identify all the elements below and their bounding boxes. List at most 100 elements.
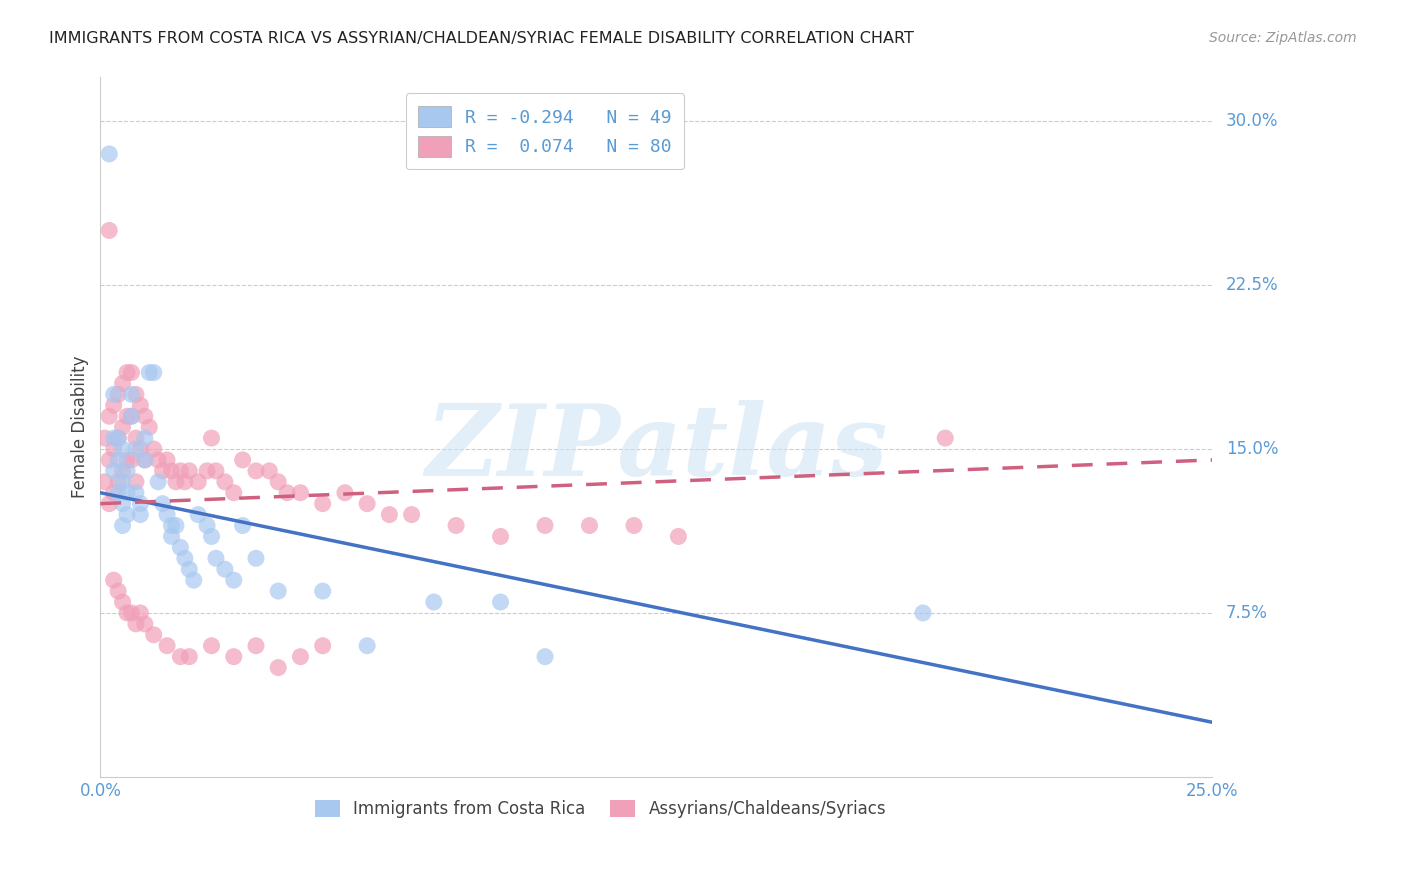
Point	[121, 409, 143, 424]
Point	[125, 616, 148, 631]
Point	[489, 529, 512, 543]
Point	[107, 475, 129, 489]
Point	[142, 628, 165, 642]
Point	[200, 529, 222, 543]
Point	[111, 420, 134, 434]
Point	[125, 485, 148, 500]
Point	[115, 485, 138, 500]
Point	[142, 442, 165, 456]
Point	[107, 387, 129, 401]
Point	[156, 508, 179, 522]
Point	[267, 660, 290, 674]
Point	[121, 409, 143, 424]
Point	[107, 453, 129, 467]
Point	[94, 475, 117, 489]
Text: IMMIGRANTS FROM COSTA RICA VS ASSYRIAN/CHALDEAN/SYRIAC FEMALE DISABILITY CORRELA: IMMIGRANTS FROM COSTA RICA VS ASSYRIAN/C…	[49, 31, 914, 46]
Point	[267, 584, 290, 599]
Point	[423, 595, 446, 609]
Point	[156, 453, 179, 467]
Y-axis label: Female Disability: Female Disability	[72, 356, 89, 499]
Point	[115, 409, 138, 424]
Point	[169, 464, 191, 478]
Point	[142, 366, 165, 380]
Point	[111, 595, 134, 609]
Text: 30.0%: 30.0%	[1226, 112, 1278, 130]
Point	[205, 551, 228, 566]
Point	[98, 223, 121, 237]
Point	[146, 475, 169, 489]
Point	[107, 431, 129, 445]
Text: Source: ZipAtlas.com: Source: ZipAtlas.com	[1209, 31, 1357, 45]
Text: ZIPatlas: ZIPatlas	[425, 400, 887, 496]
Point	[534, 649, 557, 664]
Point	[312, 497, 335, 511]
Point	[103, 573, 125, 587]
Point	[179, 562, 201, 576]
Text: 15.0%: 15.0%	[1226, 440, 1278, 458]
Point	[134, 453, 156, 467]
Point	[121, 366, 143, 380]
Point	[115, 366, 138, 380]
Point	[356, 639, 378, 653]
Point	[129, 398, 152, 412]
Point	[378, 508, 401, 522]
Point	[312, 639, 335, 653]
Point	[165, 475, 187, 489]
Point	[245, 464, 267, 478]
Point	[134, 453, 156, 467]
Point	[222, 573, 245, 587]
Point	[160, 529, 183, 543]
Point	[111, 518, 134, 533]
Point	[245, 639, 267, 653]
Point	[195, 464, 218, 478]
Point	[195, 518, 218, 533]
Point	[179, 464, 201, 478]
Point	[107, 584, 129, 599]
Point	[173, 551, 195, 566]
Point	[94, 431, 117, 445]
Point	[103, 387, 125, 401]
Point	[111, 475, 134, 489]
Point	[183, 573, 205, 587]
Point	[103, 398, 125, 412]
Point	[138, 420, 160, 434]
Point	[138, 366, 160, 380]
Point	[152, 497, 174, 511]
Point	[103, 431, 125, 445]
Point	[169, 649, 191, 664]
Point	[121, 453, 143, 467]
Point	[245, 551, 267, 566]
Point	[934, 431, 956, 445]
Point	[129, 606, 152, 620]
Point	[290, 649, 312, 664]
Point	[489, 595, 512, 609]
Point	[152, 464, 174, 478]
Point	[98, 453, 121, 467]
Point	[267, 475, 290, 489]
Point	[200, 639, 222, 653]
Point	[129, 442, 152, 456]
Point	[578, 518, 600, 533]
Text: 7.5%: 7.5%	[1226, 604, 1268, 622]
Point	[125, 387, 148, 401]
Point	[111, 497, 134, 511]
Point	[134, 616, 156, 631]
Point	[121, 387, 143, 401]
Point	[187, 508, 209, 522]
Point	[312, 584, 335, 599]
Point	[115, 464, 138, 478]
Point	[214, 475, 236, 489]
Point	[129, 508, 152, 522]
Point	[98, 147, 121, 161]
Point	[121, 606, 143, 620]
Point	[179, 649, 201, 664]
Legend: Immigrants from Costa Rica, Assyrians/Chaldeans/Syriacs: Immigrants from Costa Rica, Assyrians/Ch…	[308, 793, 893, 824]
Point	[103, 442, 125, 456]
Point	[276, 485, 298, 500]
Point	[156, 639, 179, 653]
Point	[165, 518, 187, 533]
Point	[160, 464, 183, 478]
Point	[115, 453, 138, 467]
Point	[668, 529, 690, 543]
Point	[125, 475, 148, 489]
